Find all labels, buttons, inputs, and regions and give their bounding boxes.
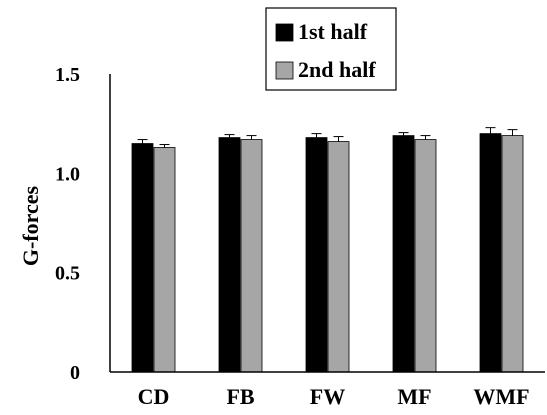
category-labels: CD FB FW MF WMF [138, 384, 530, 409]
y-axis-title: G-forces [18, 185, 43, 266]
y-tick-label: 0.5 [55, 263, 80, 285]
bar-second-half-cd [153, 147, 176, 373]
legend: 1st half 2nd half [265, 7, 397, 91]
legend-swatch [275, 61, 294, 80]
bars [131, 127, 524, 373]
legend-label: 2nd half [298, 57, 376, 82]
y-tick-label: 1.0 [55, 163, 80, 185]
bar-second-half-fw [327, 141, 350, 373]
x-tick-label: CD [138, 384, 170, 409]
x-tick-label: WMF [473, 384, 529, 409]
bar-second-half-wmf [501, 135, 524, 373]
bar-second-half-mf [414, 139, 437, 373]
bar-first-half-wmf [479, 133, 502, 373]
y-tick-label: 1.5 [55, 64, 80, 86]
legend-label: 1st half [298, 19, 368, 44]
x-tick-label: FB [226, 384, 254, 409]
bar-first-half-mf [392, 135, 415, 373]
bar-first-half-cd [131, 143, 154, 373]
y-tick-labels: 0 0.5 1.0 1.5 [55, 64, 80, 384]
x-tick-label: MF [397, 384, 431, 409]
x-tick-label: FW [310, 384, 345, 409]
bar-first-half-fw [305, 137, 328, 373]
bar-second-half-fb [240, 139, 263, 373]
legend-swatch [275, 23, 294, 42]
y-tick-label: 0 [70, 362, 80, 384]
bar-first-half-fb [218, 137, 241, 373]
